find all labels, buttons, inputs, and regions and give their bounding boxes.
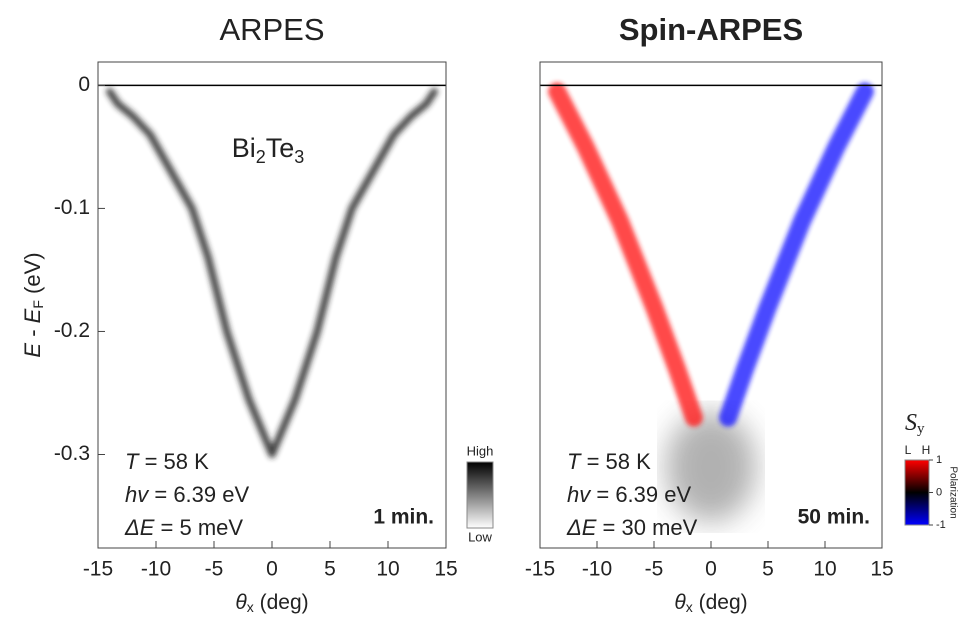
x-tick-label: 10 (813, 558, 836, 581)
band (548, 82, 703, 427)
colorbar (466, 461, 494, 529)
text-part: = 6.39 eV (590, 482, 691, 507)
x-tick-label: -5 (645, 558, 664, 581)
text-part: x (247, 599, 254, 615)
text-part: = 6.39 eV (148, 482, 249, 507)
annotation: ΔE = 30 meV (566, 515, 698, 540)
x-tick-label: -15 (83, 558, 113, 581)
text-part: S (905, 410, 917, 436)
y-axis-label: E - EF (eV) (20, 252, 46, 357)
colorbar-title: Polarization (947, 466, 958, 518)
colorbar-label: Low (468, 529, 492, 544)
colorbar-end: L (905, 443, 912, 457)
x-tick-label: 15 (434, 558, 457, 581)
text-part: E (20, 308, 45, 323)
x-axis-label: θx (deg) (674, 591, 747, 615)
band (719, 82, 874, 427)
x-tick-label: 0 (705, 558, 717, 581)
colorbar (904, 459, 930, 526)
colorbar-tick-label: 1 (936, 454, 942, 466)
text-part: (deg) (693, 591, 748, 614)
text-part: = 58 K (580, 449, 651, 474)
x-tick-label: -5 (205, 558, 224, 581)
panel-title: Spin-ARPES (619, 12, 803, 47)
panel-title: ARPES (219, 12, 324, 47)
intensity-haze (666, 411, 756, 522)
text-part: θ (235, 591, 247, 614)
y-tick-label: -0.2 (54, 319, 90, 342)
text-part: θ (674, 591, 686, 614)
colorbar-label: High (467, 443, 494, 458)
y-tick-label: -0.1 (54, 196, 90, 219)
text-part: ΔE (124, 515, 155, 540)
y-tick-label: -0.3 (54, 442, 90, 465)
x-tick-label: 15 (870, 558, 893, 581)
acquisition-time: 50 min. (798, 506, 870, 529)
text-part: hv (125, 482, 150, 507)
annotation: hv = 6.39 eV (567, 482, 691, 507)
annotation: T = 58 K (567, 449, 651, 474)
colorbar-symbol: Sy (905, 410, 925, 438)
text-part: y (917, 421, 925, 437)
text-part: T (567, 449, 582, 474)
text-part: T (125, 449, 140, 474)
text-part: F (30, 300, 46, 309)
text-part: 3 (294, 147, 304, 167)
text-part: x (686, 599, 693, 615)
text-part: E (20, 343, 45, 358)
annotation: hv = 6.39 eV (125, 482, 249, 507)
text-part: = 30 meV (596, 515, 697, 540)
text-part: Te (266, 133, 295, 163)
text-part: 2 (256, 147, 266, 167)
x-tick-label: -10 (582, 558, 612, 581)
text-part: ΔE (566, 515, 597, 540)
x-axis-label: θx (deg) (235, 591, 308, 615)
spectrum (548, 82, 874, 522)
x-tick-label: 5 (324, 558, 336, 581)
text-part: - (20, 323, 45, 343)
text-part: = 58 K (138, 449, 209, 474)
sample-label: Bi2Te3 (232, 133, 305, 167)
acquisition-time: 1 min. (373, 506, 434, 529)
annotation: ΔE = 5 meV (124, 515, 243, 540)
spectrum (106, 88, 438, 458)
annotation: T = 58 K (125, 449, 209, 474)
text-part: (eV) (20, 252, 45, 300)
x-tick-label: 10 (376, 558, 399, 581)
x-tick-label: -15 (525, 558, 555, 581)
x-tick-label: 5 (762, 558, 774, 581)
x-tick-label: 0 (266, 558, 278, 581)
colorbar-tick-label: -1 (936, 519, 946, 531)
x-tick-label: -10 (141, 558, 171, 581)
text-part: hv (567, 482, 592, 507)
colorbar-tick-label: 0 (936, 486, 942, 498)
text-part: (deg) (254, 591, 309, 614)
band (106, 88, 438, 458)
text-part: = 5 meV (154, 515, 243, 540)
text-part: Bi (232, 133, 256, 163)
y-tick-label: 0 (78, 73, 90, 96)
colorbar-end: H (922, 443, 931, 457)
